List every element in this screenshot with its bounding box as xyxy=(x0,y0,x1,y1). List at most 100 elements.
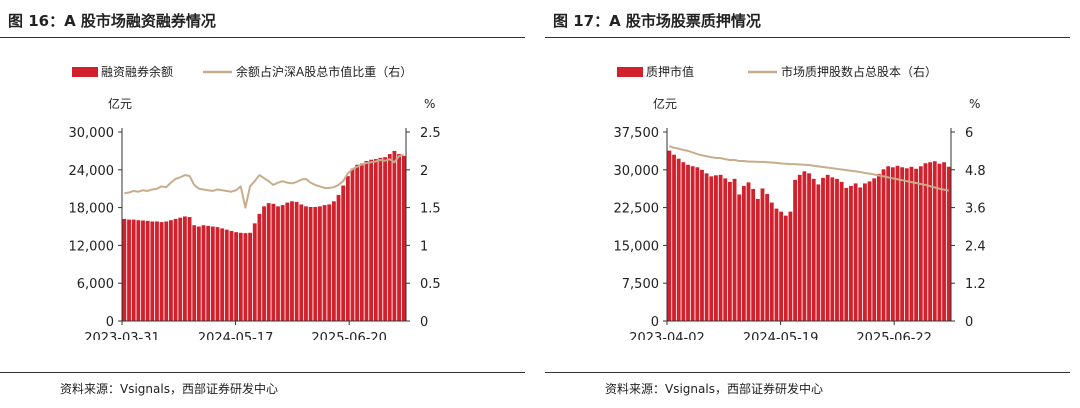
bar xyxy=(853,183,858,321)
bar xyxy=(695,167,700,321)
legend-label-line: 余额占沪深A股总市值比重（右） xyxy=(236,64,412,79)
bar xyxy=(229,230,234,321)
bar xyxy=(746,182,751,321)
bar xyxy=(392,150,397,321)
bar xyxy=(718,174,723,321)
bar xyxy=(737,194,742,321)
bar xyxy=(942,162,946,321)
left-tick-label: 30,000 xyxy=(614,164,660,179)
x-tick-label: 2024-05-19 xyxy=(743,331,819,340)
bar xyxy=(331,201,336,321)
bar xyxy=(285,202,290,321)
bar xyxy=(783,215,788,321)
right-tick-label: 2 xyxy=(420,164,428,179)
bar xyxy=(793,179,797,321)
bar xyxy=(187,217,192,321)
right-tick-label: 4.8 xyxy=(965,164,986,179)
legend-label-line: 市场质押股数占总股本（右） xyxy=(781,64,937,79)
bar xyxy=(252,223,257,321)
bar xyxy=(774,208,779,321)
bar xyxy=(876,173,881,321)
series-line xyxy=(124,153,404,209)
bar xyxy=(741,185,746,321)
bar xyxy=(727,181,732,321)
bar xyxy=(224,229,229,321)
bar xyxy=(667,150,672,321)
bar xyxy=(210,226,215,321)
bar xyxy=(131,219,136,321)
bar xyxy=(909,166,914,321)
x-tick-label: 2025-06-22 xyxy=(856,331,932,340)
bar xyxy=(881,169,886,321)
bar xyxy=(755,199,760,321)
bar xyxy=(234,232,239,321)
bar xyxy=(844,187,849,321)
bar xyxy=(196,226,201,321)
figure-17-panel: 图 17：A 股市场股票质押情况 质押市值 市场质押股数占总股本（右） 亿元% 0 7,… xyxy=(545,0,1075,408)
top-rule xyxy=(0,37,525,38)
figure-16-source: 资料来源：Vsignals，西部证券研发中心 xyxy=(60,382,278,396)
bar xyxy=(150,221,155,321)
bar xyxy=(895,165,900,321)
left-axis-unit: 亿元 xyxy=(108,96,132,111)
bar xyxy=(928,162,933,321)
bar xyxy=(709,176,714,321)
bar xyxy=(923,163,928,321)
bar xyxy=(858,187,863,321)
right-axis-unit: % xyxy=(424,97,435,111)
left-tick-label: 22,500 xyxy=(614,202,660,217)
legend-swatch-bars xyxy=(617,67,643,77)
bar xyxy=(294,201,299,321)
figure-16-chart: 融资融券余额 余额占沪深A股总市值比重（右） 亿元 % 0 6,000 12,000 18,0… xyxy=(69,64,441,340)
left-tick-label: 6,000 xyxy=(77,277,114,292)
bar xyxy=(807,173,811,321)
figure-16-panel: 图 16：A 股市场融资融券情况 融资融券余额 余额占沪深A股总市值比重（右） 亿元… xyxy=(0,0,530,408)
bar xyxy=(373,159,378,321)
bar xyxy=(387,154,392,321)
left-tick-label: 7,500 xyxy=(622,277,659,292)
bar xyxy=(811,178,816,321)
right-tick-label: 1.5 xyxy=(420,202,441,217)
bar xyxy=(145,220,150,321)
series-line xyxy=(669,145,949,192)
bar xyxy=(397,154,401,321)
bar xyxy=(238,232,243,321)
bar xyxy=(271,203,276,321)
bar xyxy=(266,203,271,321)
legend-label-bars: 融资融券余额 xyxy=(101,64,173,79)
bar xyxy=(672,154,676,321)
bar xyxy=(886,166,891,321)
bar xyxy=(797,174,802,321)
right-tick-label: 3.6 xyxy=(965,202,986,217)
bar xyxy=(369,159,374,321)
bar xyxy=(788,211,793,321)
bar xyxy=(192,225,197,321)
bar xyxy=(304,206,308,321)
bar xyxy=(714,175,718,321)
legend-label-bars: 质押市值 xyxy=(646,64,694,79)
bar xyxy=(359,163,364,321)
left-axis-unit: 亿元 xyxy=(653,96,677,111)
left-tick-label: 15,000 xyxy=(614,239,660,254)
bottom-rule xyxy=(0,372,525,373)
bar xyxy=(704,173,709,321)
bar xyxy=(248,232,252,321)
bar xyxy=(182,216,187,321)
figure-16-title: 图 16：A 股市场融资融券情况 xyxy=(8,12,216,30)
x-tick-label: 2025-06-20 xyxy=(311,331,387,340)
right-tick-label: 1.2 xyxy=(965,277,986,292)
bar xyxy=(364,160,369,321)
x-tick-label: 2023-03-31 xyxy=(84,331,160,340)
bar xyxy=(178,217,183,321)
left-tick-label: 24,000 xyxy=(69,164,115,179)
bar xyxy=(867,181,872,321)
bar xyxy=(322,205,327,321)
right-tick-label: 6 xyxy=(965,126,973,141)
bar xyxy=(345,176,350,321)
bar xyxy=(318,206,322,321)
right-tick-label: 1 xyxy=(420,239,428,254)
bar xyxy=(155,221,159,321)
bar xyxy=(169,220,173,321)
bar xyxy=(835,178,839,321)
bar xyxy=(355,164,360,321)
